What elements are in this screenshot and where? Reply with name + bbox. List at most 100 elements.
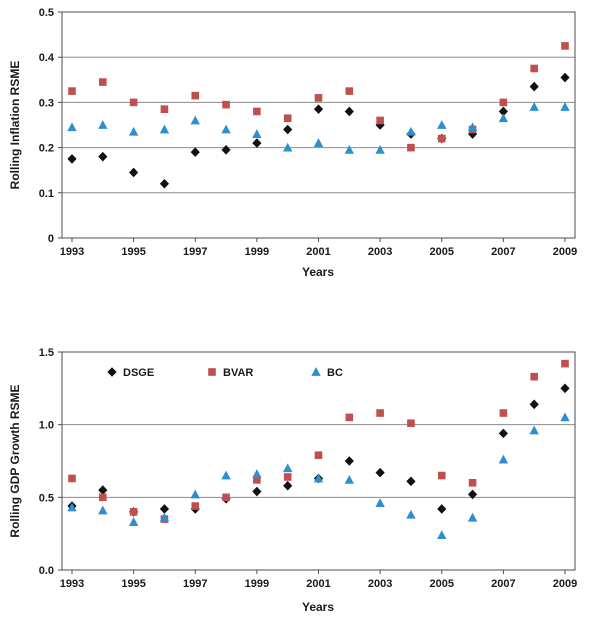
point-BC-2000 <box>282 463 293 473</box>
point-BC-1999 <box>252 469 262 478</box>
point-DSGE-1998 <box>221 145 231 155</box>
point-BVAR-1999 <box>253 107 261 116</box>
point-BC-2007 <box>498 454 509 464</box>
point-BC-2008 <box>529 102 539 111</box>
x-tick-label: 1999 <box>245 578 269 590</box>
x-tick-label: 2007 <box>491 578 515 590</box>
x-axis-label-gdp: Years <box>301 600 335 614</box>
x-tick-label: 2001 <box>306 578 330 590</box>
point-BC-2002 <box>344 474 355 484</box>
y-axis-label-inflation: Rolling Inflation RSME <box>8 60 22 190</box>
point-BC-2009 <box>560 102 570 111</box>
point-BVAR-2004 <box>407 419 415 428</box>
point-BVAR-2006 <box>468 479 477 487</box>
point-BVAR-2003 <box>376 116 384 125</box>
point-BC-1995 <box>128 126 139 136</box>
gdp-growth-rsme-chart: 0.0 0.5 1.0 1.5 1993 1995 1997 1999 2001 2003 2005… <box>0 330 600 636</box>
point-BVAR-2008 <box>530 372 538 381</box>
x-tick-label: 1997 <box>183 578 207 590</box>
point-BC-1996 <box>159 512 170 522</box>
y-tick-label: 0.0 <box>39 565 54 577</box>
point-DSGE-2008 <box>529 81 539 92</box>
x-tick-label: 2009 <box>553 578 577 590</box>
point-DSGE-1994 <box>98 485 108 495</box>
point-BC-1997 <box>190 115 200 125</box>
y-tick-label: 0.1 <box>39 188 54 200</box>
point-BC-2003 <box>375 144 385 154</box>
y-tick-label: 0.4 <box>39 52 55 64</box>
point-BVAR-1999 <box>253 476 261 484</box>
point-BC-1998 <box>221 470 231 480</box>
y-tick-label: 0.5 <box>39 492 54 504</box>
point-BVAR-1993 <box>68 474 76 483</box>
legend-label-BVAR: BVAR <box>223 367 253 379</box>
legend-marker-BC <box>311 367 321 376</box>
point-BC-2000 <box>282 142 293 152</box>
point-DSGE-1999 <box>252 486 262 497</box>
y-tick-label: 0.2 <box>39 143 54 155</box>
point-BVAR-1994 <box>99 493 107 502</box>
point-DSGE-2007 <box>498 106 508 117</box>
point-BVAR-2000 <box>283 473 292 481</box>
point-DSGE-2004 <box>406 476 416 487</box>
x-tick-label: 2003 <box>368 578 392 590</box>
point-DSGE-1996 <box>159 178 170 189</box>
x-tick-label: 2001 <box>306 246 330 258</box>
inflation-rsme-chart: 0 0.1 0.2 0.3 0.4 0.5 1993 1995 1997 1999 2001 2003… <box>0 0 600 290</box>
point-DSGE-2000 <box>283 480 293 491</box>
y-axis-label-gdp: Rolling GDP Growth RSME <box>8 384 22 538</box>
point-BC-2008 <box>529 425 539 435</box>
point-BC-2005 <box>437 530 447 540</box>
point-BC-1997 <box>190 489 200 499</box>
point-BC-2004 <box>406 509 416 519</box>
legend-marker-BVAR <box>208 368 216 376</box>
point-BC-2002 <box>344 144 355 154</box>
x-tick-label: 1993 <box>60 246 84 258</box>
x-tick-label: 2003 <box>368 246 392 258</box>
point-BVAR-2007 <box>499 98 508 107</box>
point-BC-1993 <box>67 502 77 512</box>
y-tick-label: 0.3 <box>39 97 54 109</box>
point-BC-2005 <box>437 120 447 129</box>
x-tick-label: 1995 <box>121 246 145 258</box>
point-BC-1994 <box>98 120 108 129</box>
point-BVAR-1996 <box>160 105 169 113</box>
point-BVAR-2001 <box>314 451 323 459</box>
point-BVAR-2005 <box>437 471 446 480</box>
point-BVAR-1993 <box>68 87 76 95</box>
point-DSGE-1996 <box>159 504 170 514</box>
point-BVAR-2005 <box>437 134 446 143</box>
y-tick-label: 0 <box>48 233 54 245</box>
point-DSGE-2002 <box>344 106 354 117</box>
point-BVAR-2002 <box>345 87 354 95</box>
point-DSGE-2006 <box>467 489 478 500</box>
point-BC-2009 <box>560 412 570 422</box>
point-BVAR-2003 <box>376 409 384 417</box>
point-BVAR-2009 <box>561 359 569 368</box>
point-BVAR-1998 <box>222 493 230 502</box>
x-tick-label: 1995 <box>121 578 145 590</box>
x-tick-label: 2005 <box>430 246 454 258</box>
point-BVAR-1994 <box>99 78 107 86</box>
point-BVAR-2009 <box>561 42 569 50</box>
point-DSGE-2009 <box>560 383 570 394</box>
point-BC-1996 <box>159 124 170 134</box>
point-DSGE-2003 <box>375 467 385 478</box>
x-axis-label-inflation: Years <box>301 265 335 279</box>
x-tick-label: 1993 <box>60 578 84 590</box>
point-DSGE-1997 <box>190 147 200 157</box>
point-DSGE-1994 <box>98 151 108 162</box>
point-BC-1995 <box>128 517 139 526</box>
point-BC-1999 <box>252 129 262 138</box>
legend-label-BC: BC <box>327 367 343 379</box>
point-BC-2001 <box>313 473 324 483</box>
point-BVAR-2000 <box>283 114 292 123</box>
point-BVAR-2001 <box>314 94 323 102</box>
gdp-plot-area: 0.0 0.5 1.0 1.5 1993 1995 1997 1999 2001 2003 2005… <box>39 347 578 590</box>
x-tick-label: 2007 <box>491 246 515 258</box>
point-BC-2003 <box>375 498 385 508</box>
y-tick-label: 1.0 <box>39 420 54 432</box>
point-BC-2004 <box>406 126 416 136</box>
point-BVAR-1995 <box>129 98 138 107</box>
